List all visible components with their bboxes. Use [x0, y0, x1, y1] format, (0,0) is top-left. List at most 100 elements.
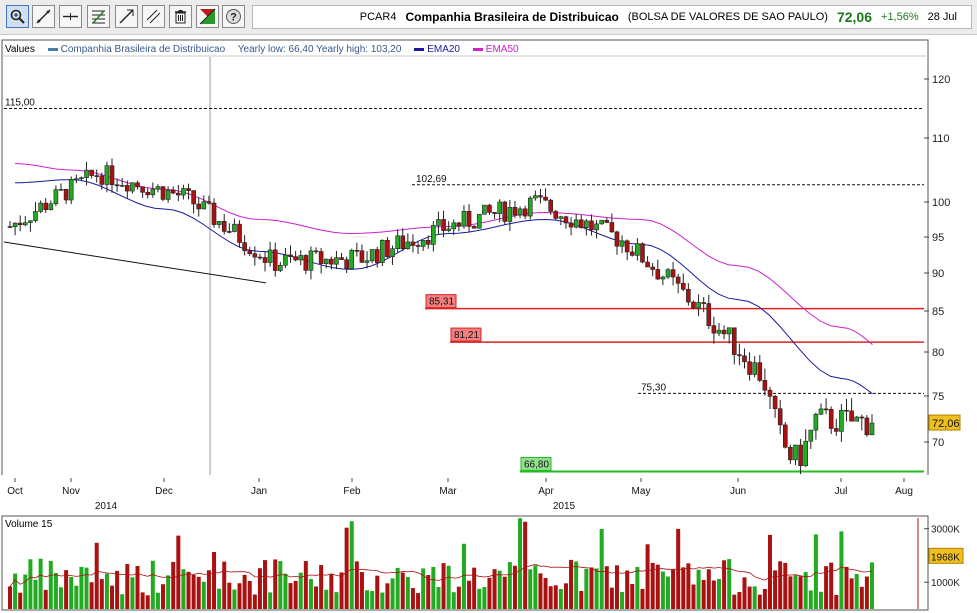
volume-bar [89, 582, 94, 609]
candle-body [415, 245, 421, 247]
volume-bar [502, 576, 507, 609]
volume-bar [599, 528, 604, 609]
volume-bar [574, 561, 579, 609]
candle-body [497, 201, 502, 214]
candle-body [492, 212, 497, 214]
parallel-tool-button[interactable] [142, 5, 165, 28]
candle-body [186, 188, 191, 191]
volume-bar [222, 561, 227, 609]
volume-bar [120, 594, 125, 609]
candle-body [691, 301, 696, 309]
candle-body [390, 248, 395, 258]
volume-bar [538, 573, 543, 609]
volume-bar [421, 568, 426, 609]
candle-body [803, 440, 808, 467]
candle-body [385, 239, 390, 258]
candle-body [262, 257, 268, 263]
volume-bar [533, 565, 538, 609]
candle-body [828, 409, 834, 429]
volume-bar [543, 578, 548, 609]
candle-body [334, 257, 339, 265]
candle-body [701, 302, 706, 304]
volume-bar [303, 561, 308, 609]
candle-body [227, 231, 232, 233]
volume-bar [579, 590, 584, 609]
volume-bar [696, 569, 701, 609]
volume-bar [487, 577, 492, 609]
level-label-box [520, 456, 552, 471]
price-chart[interactable]: 115,00 102,69 85,31 81,21 75,30 66,80 70 75 80 8… [0, 0, 977, 475]
candle-body [68, 178, 74, 201]
candle-body [538, 195, 543, 198]
volume-bar [53, 573, 58, 609]
x-tick-label: Jun [730, 486, 746, 497]
candle-body [578, 219, 584, 229]
candle-body [650, 266, 655, 270]
level-label-box [450, 327, 482, 342]
candle-body [425, 240, 431, 245]
last-volume-tag [928, 547, 964, 564]
hline-tool-button[interactable] [59, 5, 82, 28]
candle-body [125, 185, 130, 192]
volume-bar [288, 583, 293, 609]
volume-bar [426, 575, 431, 609]
volume-bar [436, 587, 441, 609]
x-tick-label: Oct [7, 486, 23, 497]
zoom-tool-button[interactable] [6, 5, 29, 28]
volume-bar [512, 565, 517, 609]
help-button[interactable]: ? [222, 5, 245, 28]
candle-body [380, 239, 385, 263]
y-tick-label: 120 [932, 74, 950, 86]
candle-body [79, 177, 84, 180]
quote-date: 28 Jul [927, 11, 957, 23]
volume-bar [798, 576, 803, 609]
volume-bar [569, 559, 574, 609]
candle-body [747, 361, 752, 375]
volume-bar [400, 572, 405, 609]
fib-tool-button[interactable] [87, 5, 110, 28]
volume-bar [660, 571, 665, 609]
volume-bar [84, 567, 89, 609]
volume-bar [314, 586, 319, 609]
volume-bar [711, 580, 716, 609]
toolbar: ? PCAR4 Companhia Brasileira de Distribu… [0, 0, 977, 35]
candle-body [272, 249, 278, 271]
y-tick-label: 95 [932, 232, 944, 244]
candle-body [512, 207, 518, 216]
candle-body [165, 189, 171, 200]
candle-body [742, 355, 747, 363]
volume-bar [681, 567, 686, 609]
level-label: 102,69 [416, 174, 447, 185]
last-price-label: 72,06 [932, 418, 960, 430]
volume-bar [18, 592, 23, 609]
channel-tool-button[interactable] [115, 5, 138, 28]
candle-body [150, 188, 156, 196]
values-label: Values [5, 44, 35, 55]
magnifier-icon [10, 9, 25, 24]
volume-bar [803, 572, 808, 609]
y-tick-label: 75 [932, 391, 944, 403]
candle-body [584, 220, 589, 229]
volume-bar [130, 577, 135, 609]
delete-tool-button[interactable] [169, 5, 192, 28]
line-tool-button[interactable] [32, 5, 55, 28]
candle-body [823, 408, 829, 411]
chart-type-button[interactable] [196, 5, 219, 28]
volume-average-line [9, 563, 873, 587]
candle-body [278, 264, 283, 271]
candle-body [298, 255, 304, 261]
candle-body [731, 327, 737, 355]
candle-body [777, 408, 783, 426]
volume-chart[interactable]: 3000K 1000K 1968K [0, 513, 977, 613]
volume-bar [385, 583, 390, 609]
candle-body [767, 389, 773, 397]
volume-bar [365, 590, 370, 609]
volume-bar [492, 569, 497, 609]
volume-bar [818, 591, 823, 609]
candle-body [247, 250, 253, 254]
candle-body [23, 222, 28, 226]
y-tick-label: 110 [932, 133, 950, 145]
ema-layer [14, 163, 873, 395]
candle-body [793, 444, 798, 461]
volume-bar [64, 570, 69, 609]
